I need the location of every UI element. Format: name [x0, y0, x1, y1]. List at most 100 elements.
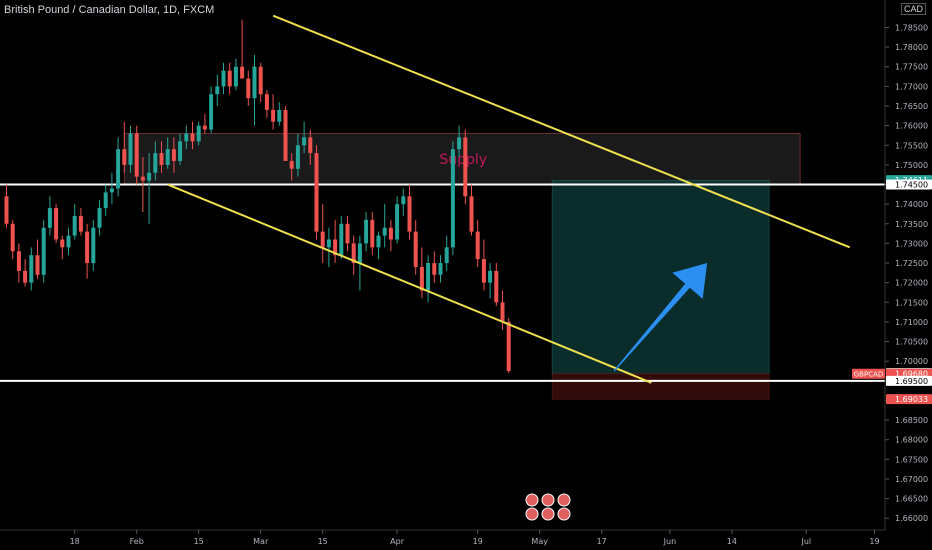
- time-tick-label: 18: [70, 537, 80, 546]
- candle-body: [91, 227, 96, 264]
- candle: [308, 129, 313, 165]
- time-tick-label: 17: [597, 537, 607, 546]
- candle-body: [295, 145, 300, 169]
- candle-body: [215, 86, 220, 95]
- candle-body: [233, 66, 238, 87]
- emoji-badge-icon: [525, 507, 539, 521]
- candle: [246, 70, 251, 106]
- time-tick-label: 14: [727, 537, 737, 546]
- candle: [252, 54, 257, 126]
- candle-body: [227, 70, 232, 87]
- candle: [376, 231, 381, 260]
- candle: [85, 223, 90, 279]
- price-label-text: 1.69500: [895, 377, 928, 386]
- candle-body: [432, 263, 437, 275]
- price-label-text: 1.69033: [895, 395, 928, 404]
- candle: [103, 184, 108, 216]
- time-tick-label: May: [531, 537, 548, 546]
- candle: [215, 74, 220, 106]
- price-tick-label: 1.71000: [895, 318, 928, 327]
- price-label: 1.69500: [886, 375, 932, 386]
- chart-title: British Pound / Canadian Dollar, 1D, FXC…: [4, 4, 215, 16]
- candle-body: [196, 125, 201, 142]
- price-label-box: [886, 394, 932, 405]
- candle-body: [35, 255, 40, 275]
- price-tick-label: 1.68000: [895, 436, 928, 445]
- candle: [240, 19, 245, 79]
- time-tick-label: 19: [869, 537, 879, 546]
- candle-body: [264, 94, 269, 110]
- candle: [401, 188, 406, 216]
- candle: [432, 251, 437, 283]
- price-axis: 1.78500 1.78000 1.77500 1.77000 1.76500 1.760…: [884, 0, 932, 550]
- horizontal-lines-layer: [0, 183, 885, 382]
- price-tick-label: 1.73500: [895, 220, 928, 229]
- candle-body: [29, 255, 34, 283]
- candle: [407, 184, 412, 240]
- candle: [29, 247, 34, 291]
- time-tick-label: 15: [194, 537, 204, 546]
- candle-body: [97, 208, 102, 228]
- price-tick-label: 1.70000: [895, 357, 928, 366]
- candle-body: [506, 321, 511, 371]
- candle-body: [202, 125, 207, 130]
- candle: [47, 196, 52, 236]
- price-label-box: [886, 375, 932, 386]
- candle-body: [326, 239, 331, 248]
- candle: [314, 145, 319, 240]
- candle-body: [240, 66, 245, 79]
- candle-body: [500, 302, 505, 322]
- candle-body: [320, 231, 325, 248]
- candle-body: [209, 94, 214, 130]
- candle-body: [221, 70, 226, 87]
- candle: [413, 219, 418, 275]
- price-label: 1.74500: [886, 179, 932, 190]
- candle: [450, 141, 455, 256]
- price-tick-label: 1.78000: [895, 43, 928, 52]
- candle: [469, 184, 474, 236]
- time-tick-label: Jun: [663, 537, 677, 546]
- price-tick-label: 1.77000: [895, 82, 928, 91]
- candle: [388, 219, 393, 252]
- channel-layer: [167, 14, 851, 384]
- candle-body: [85, 231, 90, 264]
- price-label-box: [886, 179, 932, 190]
- supply-zone-label: Supply: [439, 152, 487, 168]
- candle: [258, 62, 263, 103]
- candle: [419, 247, 424, 299]
- candle: [339, 215, 344, 260]
- candle-body: [66, 235, 71, 248]
- candle-body: [401, 196, 406, 205]
- price-tick-label: 1.71500: [895, 298, 928, 307]
- candle: [140, 157, 145, 212]
- candle: [345, 215, 350, 252]
- candle: [202, 113, 207, 134]
- candle-body: [258, 66, 263, 95]
- time-tick-label: Jul: [800, 537, 811, 546]
- candle-body: [481, 259, 486, 283]
- candle-body: [178, 141, 183, 161]
- candle-body: [4, 196, 9, 224]
- price-tick-label: 1.66500: [895, 495, 928, 504]
- candle: [457, 125, 462, 158]
- candle: [302, 121, 307, 154]
- candle: [209, 86, 214, 134]
- symbol-tag-text: GBPCAD: [854, 371, 884, 379]
- candle: [60, 235, 65, 260]
- candle: [153, 141, 158, 181]
- candle-body: [494, 270, 499, 303]
- candle-body: [54, 208, 59, 240]
- candle-body: [153, 153, 158, 173]
- candle-body: [60, 239, 65, 248]
- candle-body: [252, 66, 257, 99]
- price-axis-background: [885, 0, 932, 550]
- candle-body: [159, 153, 164, 165]
- candle-body: [147, 172, 152, 181]
- candle-body: [357, 243, 362, 264]
- candle: [147, 153, 152, 224]
- candle-body: [475, 231, 480, 260]
- candle: [10, 219, 15, 260]
- candle-body: [370, 219, 375, 248]
- candle: [382, 204, 387, 248]
